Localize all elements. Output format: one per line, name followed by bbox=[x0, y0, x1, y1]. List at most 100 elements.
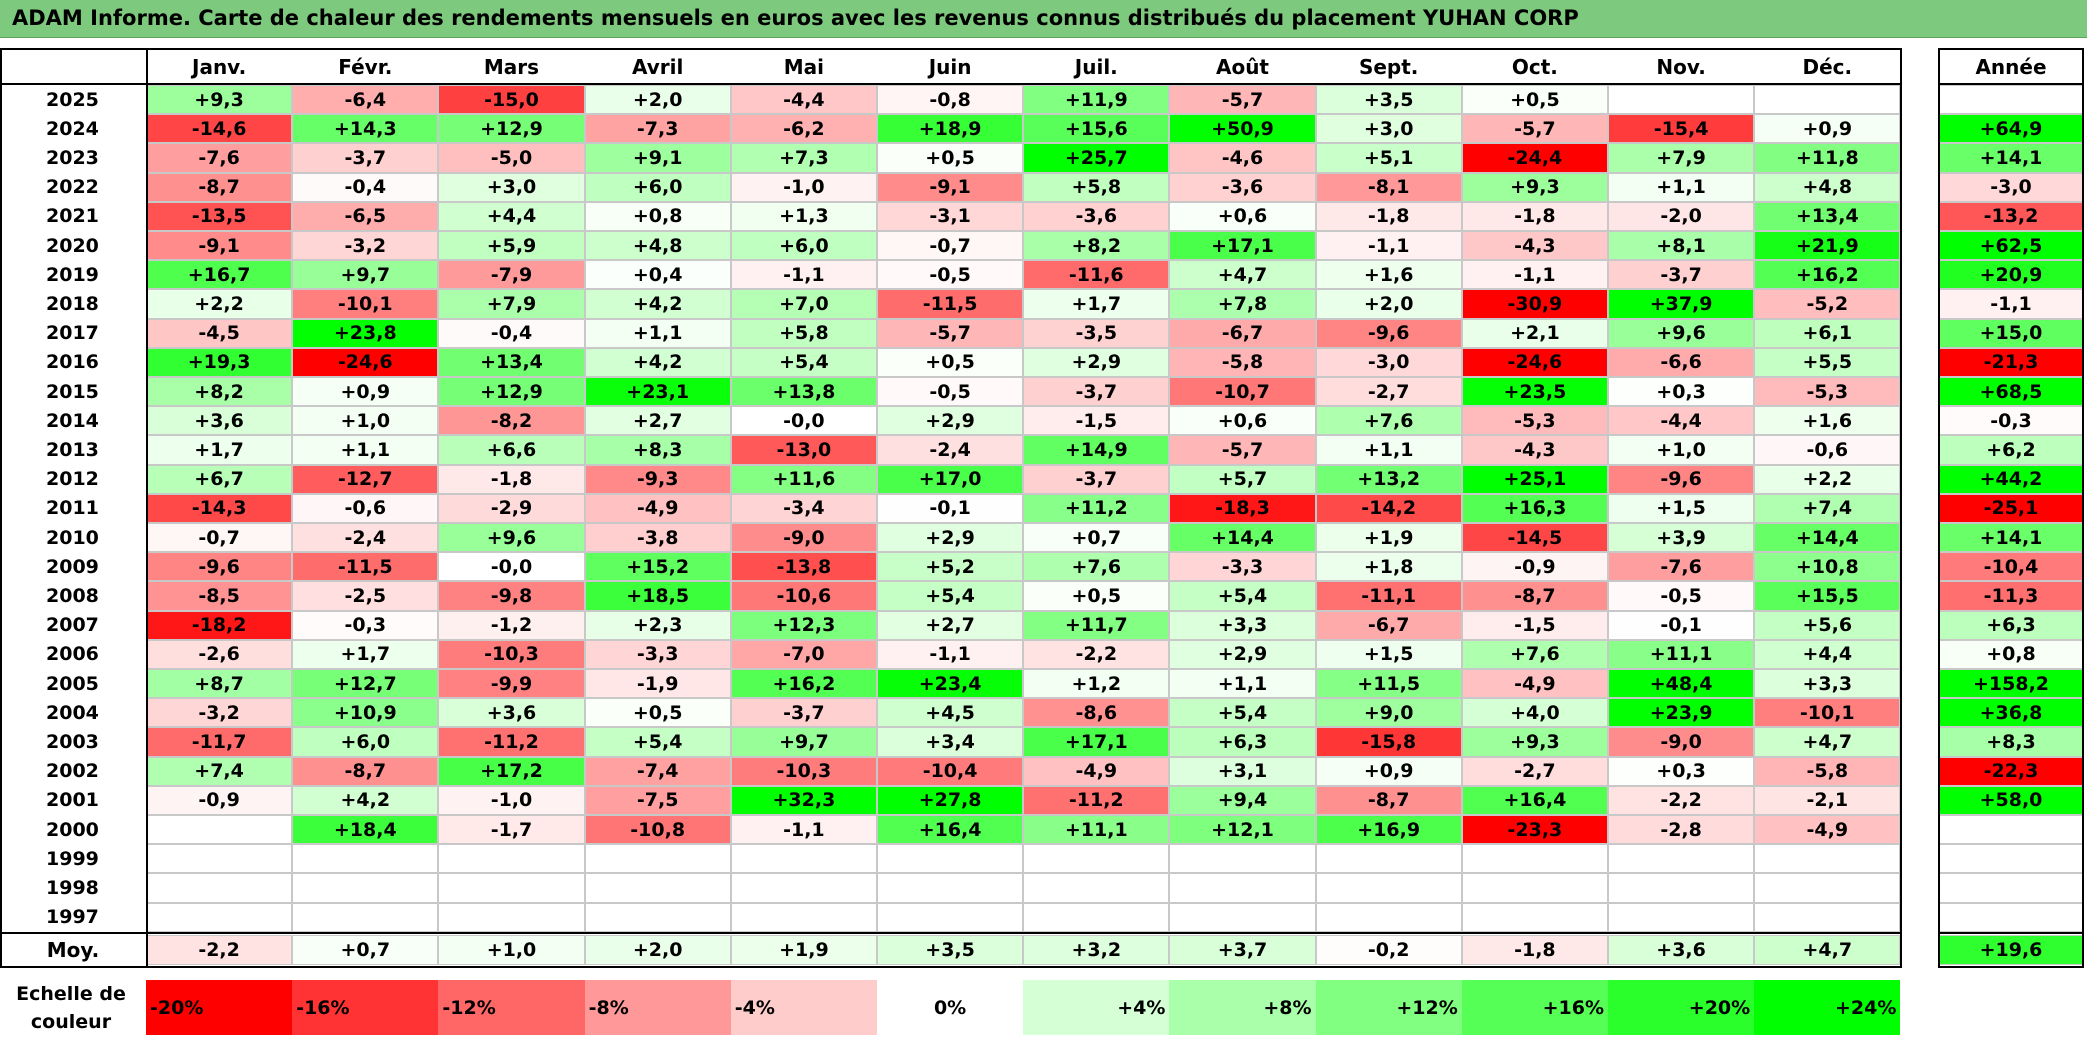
heatmap-cell: -1,2 bbox=[438, 610, 585, 640]
average-cell: -1,8 bbox=[1461, 935, 1608, 965]
heatmap-cell bbox=[877, 844, 1024, 874]
heatmap-cell: +9,6 bbox=[1608, 318, 1755, 348]
heatmap-cell: +1,2 bbox=[1023, 669, 1170, 699]
annual-cell: +64,9 bbox=[1938, 114, 2084, 144]
row-year-label: 1999 bbox=[46, 847, 99, 870]
header-divider-annual bbox=[1938, 83, 2084, 85]
heatmap-cell: +3,0 bbox=[1315, 114, 1462, 144]
heatmap-cell: -11,5 bbox=[877, 289, 1024, 319]
heatmap-cell: +1,7 bbox=[146, 435, 293, 465]
heatmap-cell: -14,2 bbox=[1315, 493, 1462, 523]
heatmap-cell: +12,1 bbox=[1169, 815, 1316, 845]
heatmap-cell: -8,6 bbox=[1023, 698, 1170, 728]
heatmap-cell: +6,7 bbox=[146, 464, 293, 494]
heatmap-cell: -3,3 bbox=[1169, 552, 1316, 582]
heatmap-cell: +25,1 bbox=[1461, 464, 1608, 494]
heatmap-cell bbox=[1608, 85, 1755, 115]
heatmap-cell: -5,0 bbox=[438, 143, 585, 173]
average-cell: +3,6 bbox=[1608, 935, 1755, 965]
heatmap-cell: -3,7 bbox=[1608, 260, 1755, 290]
heatmap-cell: -15,4 bbox=[1608, 114, 1755, 144]
heatmap-cell: -3,1 bbox=[877, 201, 1024, 231]
heatmap-cell bbox=[1461, 873, 1608, 903]
row-year-label: 2015 bbox=[46, 380, 99, 403]
heatmap-cell: -11,6 bbox=[1023, 260, 1170, 290]
heatmap-cell: +2,0 bbox=[584, 85, 731, 115]
heatmap-cell: -8,7 bbox=[1315, 785, 1462, 815]
heatmap-cell: +13,4 bbox=[438, 347, 585, 377]
row-year-label: 1998 bbox=[46, 876, 99, 899]
heatmap-cell bbox=[1023, 873, 1170, 903]
heatmap-cell bbox=[146, 873, 293, 903]
heatmap-cell: +37,9 bbox=[1608, 289, 1755, 319]
heatmap-cell: +13,8 bbox=[730, 377, 877, 407]
heatmap-cell: -2,9 bbox=[438, 493, 585, 523]
heatmap-cell: -1,7 bbox=[438, 815, 585, 845]
heatmap-cell: -5,3 bbox=[1754, 377, 1901, 407]
heatmap-cell: +1,5 bbox=[1608, 493, 1755, 523]
heatmap-cell: -1,5 bbox=[1023, 406, 1170, 436]
heatmap-cell: +3,3 bbox=[1754, 669, 1901, 699]
annual-cell: +20,9 bbox=[1938, 260, 2084, 290]
heatmap-cell: -2,5 bbox=[292, 581, 439, 611]
heatmap-cell bbox=[1023, 902, 1170, 932]
row-year-label: 2021 bbox=[46, 205, 99, 228]
heatmap-cell: -8,7 bbox=[292, 756, 439, 786]
heatmap-cell: -3,6 bbox=[1023, 201, 1170, 231]
heatmap-cell: -5,2 bbox=[1754, 289, 1901, 319]
heatmap-cell: +2,7 bbox=[877, 610, 1024, 640]
heatmap-cell: -9,0 bbox=[1608, 727, 1755, 757]
heatmap-cell: +2,2 bbox=[146, 289, 293, 319]
heatmap-cell: +2,7 bbox=[584, 406, 731, 436]
heatmap-cell: +2,2 bbox=[1754, 464, 1901, 494]
row-year-label: 2000 bbox=[46, 818, 99, 841]
average-cell: -0,2 bbox=[1315, 935, 1462, 965]
heatmap-cell: +5,4 bbox=[1169, 698, 1316, 728]
heatmap-cell: +19,3 bbox=[146, 347, 293, 377]
heatmap-cell: +1,3 bbox=[730, 201, 877, 231]
heatmap-cell: -13,5 bbox=[146, 201, 293, 231]
heatmap-cell bbox=[584, 873, 731, 903]
heatmap-cell: +16,4 bbox=[877, 815, 1024, 845]
heatmap-cell bbox=[1023, 844, 1170, 874]
row-year-label: 2023 bbox=[46, 146, 99, 169]
heatmap-cell: -8,7 bbox=[1461, 581, 1608, 611]
heatmap-cell: +4,2 bbox=[292, 785, 439, 815]
heatmap-cell: -5,8 bbox=[1169, 347, 1316, 377]
heatmap-cell: -2,4 bbox=[292, 523, 439, 553]
heatmap-cell bbox=[1169, 902, 1316, 932]
heatmap-cell: -0,4 bbox=[438, 318, 585, 348]
average-cell: +0,7 bbox=[292, 935, 439, 965]
heatmap-cell: -1,1 bbox=[1461, 260, 1608, 290]
heatmap-cell: +8,3 bbox=[584, 435, 731, 465]
annual-cell: +14,1 bbox=[1938, 523, 2084, 553]
heatmap-cell: +16,9 bbox=[1315, 815, 1462, 845]
average-cell: +1,0 bbox=[438, 935, 585, 965]
heatmap-cell: +6,1 bbox=[1754, 318, 1901, 348]
heatmap-cell: -10,3 bbox=[730, 756, 877, 786]
row-year-label: 2002 bbox=[46, 760, 99, 783]
heatmap-cell bbox=[877, 873, 1024, 903]
heatmap-cell: -10,1 bbox=[1754, 698, 1901, 728]
average-cell: +2,0 bbox=[584, 935, 731, 965]
heatmap-cell: +17,1 bbox=[1169, 231, 1316, 261]
heatmap-cell: +4,8 bbox=[584, 231, 731, 261]
heatmap-cell: -3,8 bbox=[584, 523, 731, 553]
color-scale-step: +8% bbox=[1169, 980, 1316, 1035]
heatmap-cell: -1,8 bbox=[438, 464, 585, 494]
heatmap-cell: -15,8 bbox=[1315, 727, 1462, 757]
heatmap-cell: +4,7 bbox=[1169, 260, 1316, 290]
heatmap-cell bbox=[146, 844, 293, 874]
heatmap-cell: +10,8 bbox=[1754, 552, 1901, 582]
heatmap-cell: +2,9 bbox=[877, 523, 1024, 553]
heatmap-cell: +7,6 bbox=[1461, 639, 1608, 669]
heatmap-cell: +5,2 bbox=[877, 552, 1024, 582]
heatmap-cell: -12,7 bbox=[292, 464, 439, 494]
heatmap-cell: +4,5 bbox=[877, 698, 1024, 728]
heatmap-cell: +14,4 bbox=[1169, 523, 1316, 553]
heatmap-cell: +5,9 bbox=[438, 231, 585, 261]
heatmap-cell: -9,1 bbox=[877, 172, 1024, 202]
heatmap-cell: -9,0 bbox=[730, 523, 877, 553]
heatmap-cell: -3,7 bbox=[1023, 377, 1170, 407]
heatmap-cell: -4,6 bbox=[1169, 143, 1316, 173]
